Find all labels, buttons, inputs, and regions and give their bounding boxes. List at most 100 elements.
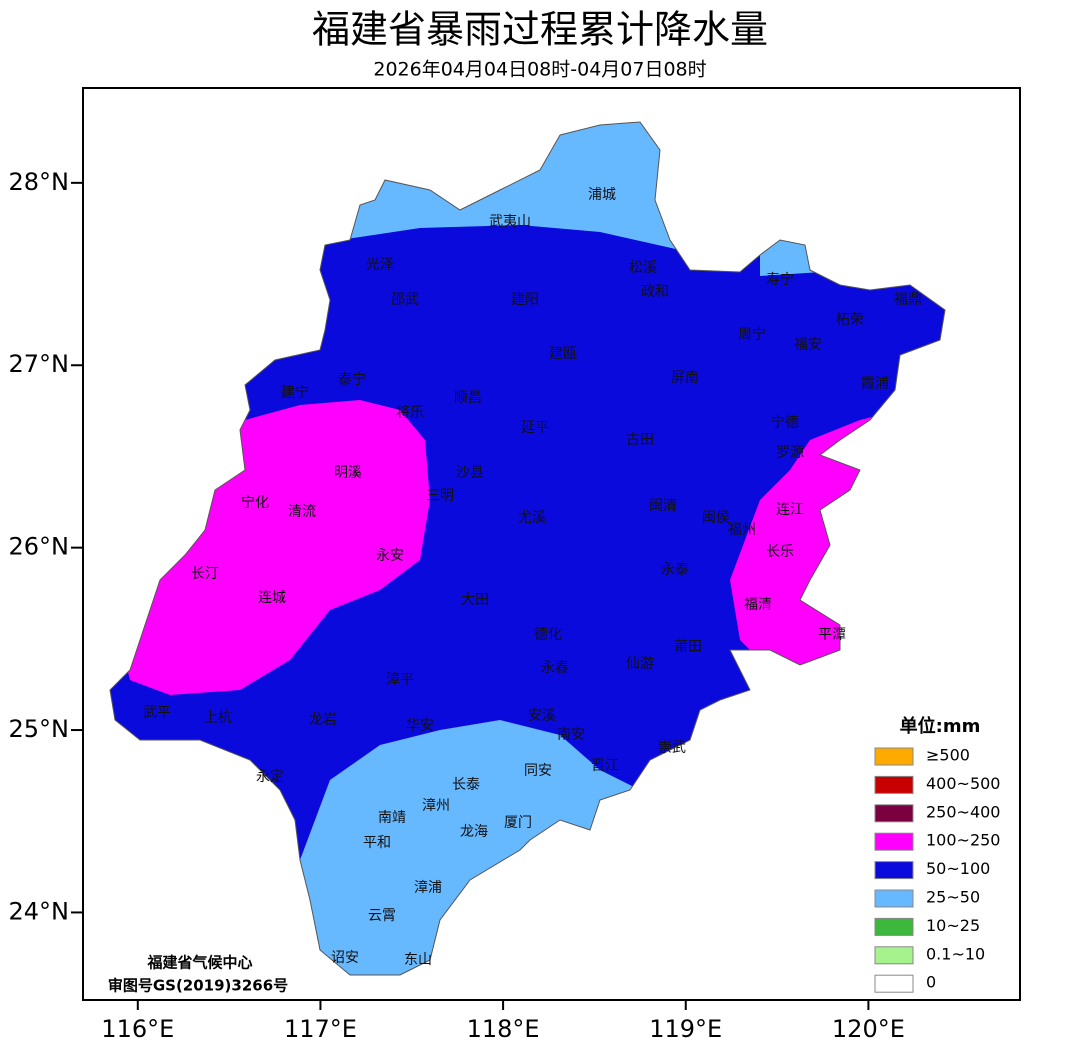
city-label: 东山 — [404, 952, 432, 968]
city-label: 福安 — [794, 337, 822, 353]
lat-tick-label: 27°N — [9, 350, 70, 378]
legend-swatch — [874, 861, 914, 880]
city-label: 三明 — [426, 488, 454, 504]
city-label: 光泽 — [366, 257, 394, 273]
city-label: 罗源 — [776, 445, 804, 461]
city-label: 延平 — [521, 420, 549, 436]
map-frame — [82, 87, 1021, 1001]
lon-tick-label: 120°E — [832, 1015, 905, 1043]
city-label: 闽清 — [649, 498, 677, 514]
legend-swatch — [874, 974, 914, 993]
labels: 116°E 117°E 118°E 119°E 120°E 28°N 27°N 26°N 25°… — [9, 168, 1001, 1043]
city-label: 宁德 — [771, 414, 799, 431]
legend-swatch — [874, 804, 914, 823]
city-label: 福清 — [744, 597, 772, 613]
city-label: 福鼎 — [894, 292, 922, 308]
city-label: 同安 — [524, 763, 552, 779]
lon-tick-label: 117°E — [284, 1015, 357, 1043]
city-label: 明溪 — [334, 465, 362, 481]
legend-swatch — [874, 775, 914, 794]
city-label: 闽侯 — [702, 510, 730, 526]
city-label: 上杭 — [204, 710, 232, 726]
city-label: 寿宁 — [766, 271, 794, 288]
city-label: 永春 — [541, 660, 569, 676]
lon-tick-label: 116°E — [101, 1015, 174, 1043]
city-label: 建宁 — [281, 384, 309, 401]
city-label: 霞浦 — [861, 376, 889, 392]
city-label: 福州 — [728, 522, 756, 538]
city-label: 永定 — [256, 769, 284, 785]
city-label: 龙岩 — [309, 712, 337, 728]
legend-label: 250~400 — [926, 802, 1000, 821]
city-label: 安溪 — [528, 708, 556, 724]
city-label: 诏安 — [331, 950, 359, 966]
legend-label: 100~250 — [926, 831, 1000, 850]
rain-zone — [120, 400, 430, 695]
city-label: 永安 — [376, 548, 404, 564]
city-label: 厦门 — [504, 815, 532, 831]
city-label: 建阳 — [511, 292, 539, 308]
city-label: 武夷山 — [489, 214, 531, 230]
city-label: 漳浦 — [414, 879, 442, 896]
city-label: 顺昌 — [454, 390, 482, 406]
city-label: 永泰 — [661, 562, 689, 578]
city-label: 武平 — [143, 705, 171, 721]
city-label: 连江 — [776, 502, 804, 518]
legend-label: ≥500 — [926, 746, 970, 765]
rain-zone — [760, 230, 822, 276]
city-label: 沙县 — [456, 465, 484, 481]
city-label: 长乐 — [766, 544, 794, 560]
city-label: 古田 — [626, 432, 654, 448]
city-label: 漳平 — [386, 671, 414, 688]
lat-tick-label: 25°N — [9, 715, 70, 743]
legend-swatch — [874, 917, 914, 936]
legend-label: 400~500 — [926, 774, 1000, 793]
city-label: 松溪 — [629, 260, 657, 276]
city-label: 连城 — [258, 590, 286, 606]
city-label: 尤溪 — [518, 510, 546, 526]
legend-label: 25~50 — [926, 888, 980, 907]
legend-label: 50~100 — [926, 859, 990, 878]
legend-swatch — [874, 946, 914, 965]
legend-label: 10~25 — [926, 916, 980, 935]
city-label: 南安 — [557, 727, 585, 743]
city-label: 建瓯 — [549, 346, 577, 362]
city-label: 泰宁 — [338, 371, 366, 388]
city-label: 政和 — [641, 284, 669, 300]
legend-label: 0.1~10 — [926, 944, 985, 963]
title: 福建省暴雨过程累计降水量 — [312, 8, 768, 52]
city-label: 华安 — [406, 718, 434, 734]
city-label: 柘荣 — [836, 312, 864, 328]
lon-tick-label: 119°E — [649, 1015, 722, 1043]
city-label: 龙海 — [460, 824, 488, 840]
legend-swatch — [874, 832, 914, 851]
subtitle: 2026年04月04日08时-04月07日08时 — [373, 59, 706, 81]
credit: 福建省气候中心 — [146, 954, 252, 972]
lat-tick-label: 24°N — [9, 897, 70, 925]
city-label: 大田 — [461, 592, 489, 608]
credit: 审图号GS(2019)3266号 — [108, 977, 288, 995]
city-label: 南靖 — [378, 810, 406, 826]
lat-tick-label: 28°N — [9, 168, 70, 196]
city-label: 宁化 — [241, 494, 269, 511]
lat-tick-label: 26°N — [9, 533, 70, 561]
city-label: 清流 — [288, 504, 316, 520]
legend-label: 0 — [926, 973, 936, 992]
legend-title: 单位:mm — [900, 715, 981, 737]
legend-swatch — [874, 889, 914, 908]
city-label: 浦城 — [588, 187, 616, 203]
city-label: 将乐 — [396, 405, 424, 421]
city-label: 仙游 — [626, 656, 654, 672]
lon-tick-label: 118°E — [467, 1015, 540, 1043]
city-label: 长汀 — [191, 566, 219, 582]
city-label: 长泰 — [452, 777, 480, 793]
city-label: 云霄 — [368, 908, 396, 924]
city-label: 平潭 — [818, 626, 846, 643]
city-label: 莆田 — [674, 639, 702, 655]
city-label: 周宁 — [738, 326, 766, 343]
city-label: 晋江 — [591, 758, 619, 774]
city-label: 漳州 — [422, 797, 450, 814]
city-label: 德化 — [534, 627, 562, 643]
city-label: 屏南 — [671, 370, 699, 386]
